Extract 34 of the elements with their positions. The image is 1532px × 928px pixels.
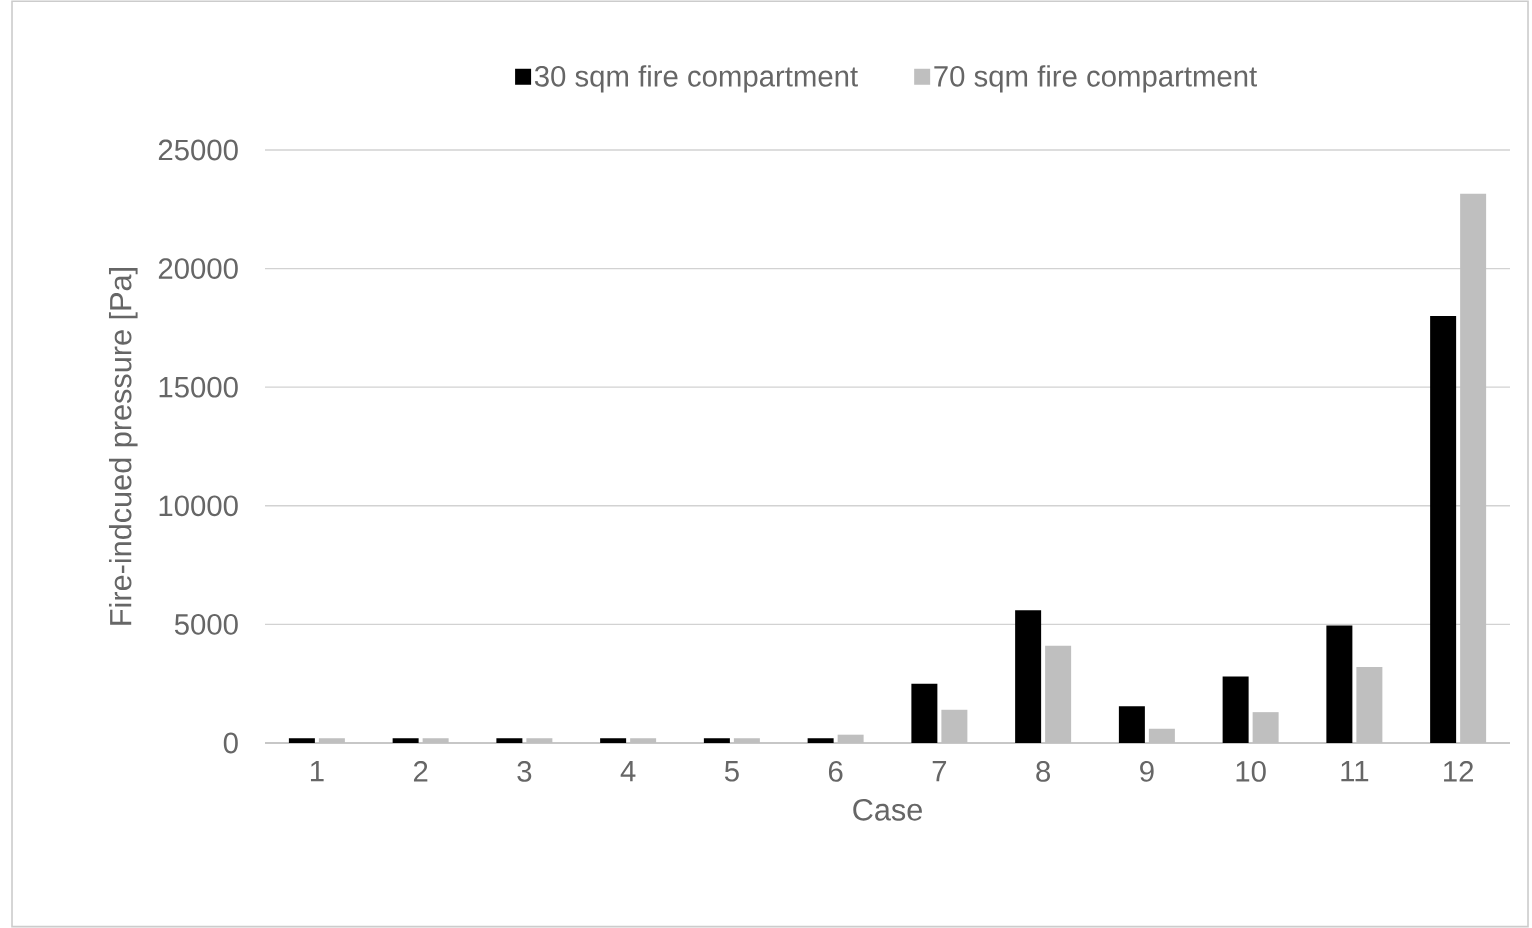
bar — [600, 738, 627, 743]
x-tick-label: 9 — [1140, 761, 1154, 782]
y-axis-title: Fire-indcued pressure [Pa] — [108, 268, 138, 625]
y-tick-label: 5000 — [174, 613, 238, 635]
x-tick-label: 10 — [1236, 761, 1266, 782]
y-tick-label: 15000 — [159, 376, 238, 398]
bar — [496, 738, 523, 743]
bar — [1118, 706, 1145, 743]
bar — [392, 738, 419, 743]
x-tick-label: 1 — [310, 761, 324, 782]
y-tick-label: 0 — [223, 732, 238, 754]
bar — [911, 683, 938, 743]
x-tick-label: 12 — [1444, 761, 1473, 782]
x-tick-label: 7 — [932, 761, 947, 782]
y-tick-label: 20000 — [158, 258, 238, 279]
x-tick-label: 6 — [828, 761, 843, 782]
bar — [807, 738, 834, 743]
bar — [1015, 610, 1042, 743]
x-tick-label: 5 — [724, 761, 739, 782]
x-axis-title: Case — [853, 798, 922, 821]
legend-label: 30 sqm fire compartment — [534, 65, 858, 93]
x-tick-label: 11 — [1341, 761, 1369, 782]
bar — [288, 738, 315, 743]
x-tick-label: 8 — [1036, 761, 1051, 782]
legend-label: 70 sqm fire compartment — [934, 65, 1257, 93]
x-tick-label: 3 — [517, 761, 532, 782]
bar — [1430, 316, 1457, 743]
x-tick-label: 4 — [620, 761, 636, 782]
y-tick-label: 25000 — [158, 139, 238, 161]
bar — [1326, 625, 1353, 743]
y-tick-label: 10000 — [159, 495, 238, 517]
bar — [1222, 676, 1249, 743]
bar — [703, 738, 730, 743]
x-tick-label: 2 — [413, 761, 428, 782]
